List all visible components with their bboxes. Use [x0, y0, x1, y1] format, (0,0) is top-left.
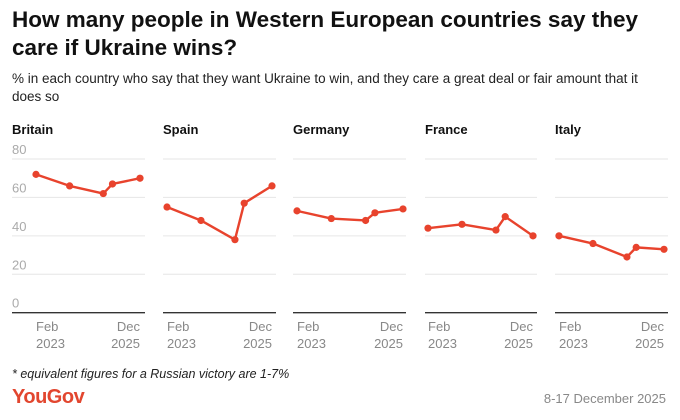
- data-point: [361, 216, 370, 225]
- x-tick-label: Feb: [167, 319, 189, 334]
- series-line-spain: [166, 184, 273, 241]
- x-tick-label: 2023: [36, 336, 65, 351]
- x-tick-label: 2023: [297, 336, 326, 351]
- x-tick-label: Dec: [117, 319, 141, 334]
- x-tick-label: Feb: [36, 319, 58, 334]
- data-point: [231, 236, 239, 244]
- series-line-italy: [558, 234, 665, 259]
- panel-title-france: France: [425, 122, 468, 137]
- y-tick-label: 40: [12, 219, 26, 234]
- data-point: [32, 170, 40, 178]
- y-tick-label: 80: [12, 142, 26, 157]
- data-point: [399, 205, 407, 213]
- panel-title-spain: Spain: [163, 122, 198, 137]
- x-tick-label: Dec: [249, 319, 273, 334]
- data-point: [66, 182, 74, 190]
- data-point: [99, 189, 107, 198]
- x-tick-label: 2025: [504, 336, 533, 351]
- data-point: [501, 213, 509, 221]
- x-tick-label: 2025: [635, 336, 664, 351]
- fieldwork-date: 8-17 December 2025: [543, 391, 666, 406]
- x-tick-label: Feb: [297, 319, 319, 334]
- panel-title-germany: Germany: [293, 122, 350, 137]
- data-point: [529, 232, 537, 240]
- x-tick-label: 2023: [167, 336, 196, 351]
- x-tick-label: Dec: [380, 319, 404, 334]
- series-line-germany: [296, 207, 404, 222]
- x-tick-label: 2023: [428, 336, 457, 351]
- data-point: [163, 203, 171, 211]
- y-tick-label: 20: [12, 257, 26, 272]
- x-tick-label: Feb: [428, 319, 450, 334]
- x-tick-label: 2025: [111, 336, 140, 351]
- data-point: [240, 199, 248, 207]
- data-point: [108, 180, 117, 188]
- data-point: [555, 232, 563, 240]
- panel-title-britain: Britain: [12, 122, 53, 137]
- chart-subtitle: % in each country who say that they want…: [12, 71, 638, 104]
- footnote: * equivalent figures for a Russian victo…: [12, 367, 290, 381]
- y-tick-label: 0: [12, 296, 19, 311]
- data-point: [458, 220, 466, 228]
- yougov-logo: YouGov: [12, 386, 85, 408]
- y-tick-label: 60: [12, 180, 26, 195]
- data-point: [623, 253, 631, 261]
- data-point: [371, 209, 379, 217]
- panel-title-italy: Italy: [555, 122, 582, 137]
- x-tick-label: 2023: [559, 336, 588, 351]
- small-multiples-chart: Britain 0 20 40 60 80 Feb 2023 Dec 2025 Spain Feb 20…: [12, 122, 668, 351]
- x-tick-label: Feb: [559, 319, 581, 334]
- x-tick-label: Dec: [641, 319, 665, 334]
- series-line-france: [427, 215, 534, 237]
- series-line-britain: [35, 173, 141, 195]
- data-point: [589, 239, 597, 248]
- data-point: [424, 224, 432, 232]
- data-point: [293, 207, 301, 215]
- data-point: [197, 216, 205, 225]
- x-tick-label: 2025: [374, 336, 403, 351]
- data-point: [492, 226, 500, 234]
- x-tick-label: Dec: [510, 319, 534, 334]
- x-tick-label: 2025: [243, 336, 272, 351]
- data-point: [268, 182, 276, 190]
- chart-title: How many people in Western European coun…: [12, 7, 638, 60]
- data-point: [136, 174, 144, 182]
- data-point: [327, 214, 335, 223]
- data-point: [632, 243, 640, 251]
- data-point: [660, 245, 668, 253]
